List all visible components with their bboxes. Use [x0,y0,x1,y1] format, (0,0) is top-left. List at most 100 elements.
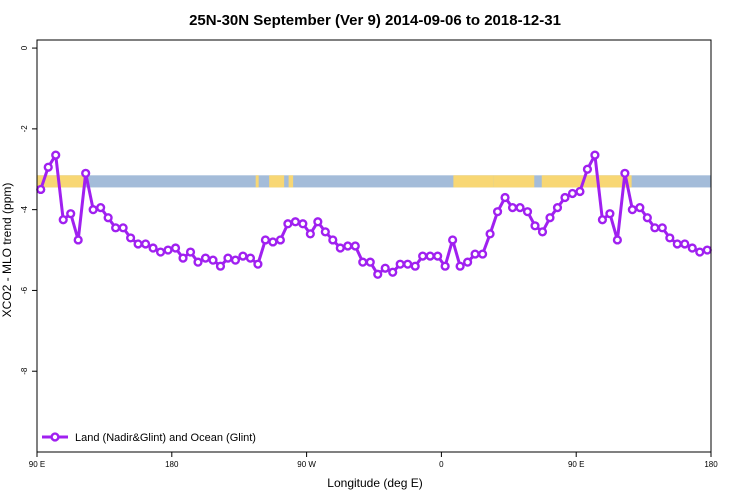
data-point-88 [695,247,705,257]
data-point-47 [388,267,398,277]
data-point-53 [433,251,443,261]
y-tick-label-2: -4 [20,206,29,214]
data-point-23 [208,255,218,265]
data-point-64 [515,203,525,213]
legend-label: Land (Nadir&Glint) and Ocean (Glint) [75,432,256,444]
x-tick-label-5: 180 [704,460,718,469]
data-point-6 [81,168,91,178]
data-point-54 [440,261,450,271]
data-point-20 [185,247,196,257]
data-point-19 [178,253,188,263]
data-point-13 [133,239,143,249]
x-tick-label-3: 0 [439,460,444,469]
data-point-11 [118,223,128,233]
data-point-34 [290,217,300,227]
data-point-65 [522,207,533,217]
data-point-81 [642,213,652,223]
data-point-61 [492,207,503,217]
data-point-52 [425,251,435,261]
data-point-35 [298,219,308,229]
legend-marker-sample [50,432,60,442]
data-point-22 [200,253,211,263]
land-segment-6 [541,175,632,188]
data-point-50 [410,261,420,271]
data-point-60 [485,229,495,239]
data-point-41 [343,241,353,251]
data-point-84 [665,233,675,243]
data-point-17 [163,245,173,255]
data-point-80 [635,203,645,213]
data-point-38 [320,227,330,237]
data-point-73 [582,164,593,174]
data-point-68 [545,213,555,223]
land-segment-5 [493,175,535,188]
data-point-40 [335,243,345,253]
data-point-42 [350,241,360,251]
y-axis: 0 -2 -4 -6 -8 [20,45,37,375]
data-point-1 [43,162,53,172]
data-point-86 [680,239,690,249]
data-point-57 [463,257,473,267]
x-axis-label: Longitude (deg E) [327,476,422,490]
data-point-15 [148,243,158,253]
data-point-18 [170,243,181,253]
data-point-75 [597,215,608,225]
data-point-3 [58,215,68,225]
data-point-7 [88,205,98,215]
data-point-33 [283,219,293,229]
data-point-62 [500,192,510,203]
data-point-51 [418,251,428,261]
data-point-32 [275,235,285,245]
land-segment-4 [453,175,494,188]
data-point-82 [650,223,660,233]
data-point-44 [365,257,375,267]
data-point-70 [560,192,570,203]
data-point-30 [260,235,271,245]
data-point-31 [268,237,278,247]
data-point-85 [672,239,682,249]
data-point-29 [253,259,263,269]
y-tick-label-1: -2 [20,125,29,133]
chart-title: 25N-30N September (Ver 9) 2014-09-06 to … [189,12,561,29]
data-point-66 [530,221,540,231]
data-point-56 [455,261,465,271]
data-point-63 [507,203,518,213]
data-point-58 [470,249,480,259]
land-ocean-band [37,175,711,188]
data-point-10 [111,223,121,233]
data-point-46 [380,263,390,273]
data-point-49 [403,259,413,269]
data-point-83 [657,223,667,233]
data-point-5 [73,235,83,245]
data-point-43 [358,257,368,267]
data-point-26 [230,255,241,265]
data-point-4 [66,209,76,219]
data-point-14 [140,239,151,249]
x-tick-label-1: 180 [165,460,179,469]
y-tick-label-4: -8 [20,367,29,375]
land-segment-3 [288,175,294,188]
data-point-59 [477,249,488,259]
x-tick-label-4: 90 E [568,460,584,469]
data-point-25 [223,253,233,263]
y-axis-label: XCO2 - MLO trend (ppm) [0,183,14,318]
data-point-27 [238,251,248,261]
x-axis: 90 E 180 90 W 0 90 E 180 [29,452,718,469]
data-point-71 [567,188,578,199]
y-tick-label-3: -6 [20,286,29,294]
data-point-87 [687,243,697,253]
data-point-37 [313,217,323,227]
land-segment-1 [255,175,259,188]
data-point-16 [155,247,166,257]
legend: Land (Nadir&Glint) and Ocean (Glint) [42,432,256,444]
data-point-78 [620,168,630,178]
data-point-67 [537,227,548,237]
land-segment-2 [269,175,285,188]
y-tick-label-0: 0 [20,45,29,50]
data-point-74 [590,150,600,160]
x-tick-label-0: 90 E [29,460,45,469]
data-point-39 [328,235,338,245]
data-point-36 [305,229,315,239]
data-point-24 [215,261,226,271]
